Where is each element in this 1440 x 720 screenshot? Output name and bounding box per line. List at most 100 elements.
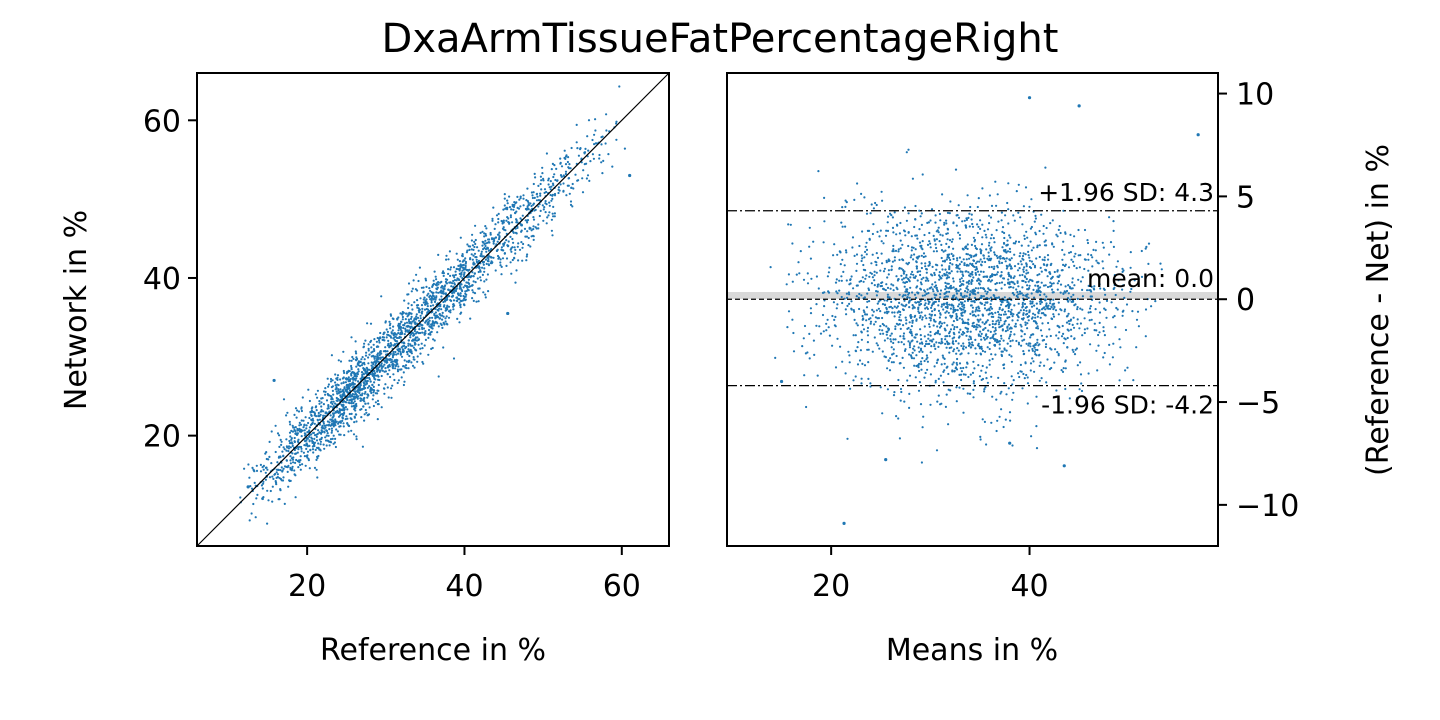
scatter-point	[548, 201, 551, 204]
scatter-point	[593, 143, 596, 146]
scatter-point	[500, 219, 503, 223]
scatter-point	[370, 391, 373, 395]
bland-altman-point	[1105, 316, 1108, 319]
scatter-point	[417, 343, 420, 346]
bland-altman-point	[1002, 241, 1006, 245]
bland-altman-point	[874, 316, 878, 319]
bland-altman-point	[1014, 322, 1017, 325]
scatter-point	[372, 404, 375, 408]
bland-altman-point	[979, 325, 982, 328]
bland-altman-point	[974, 244, 977, 248]
scatter-point	[541, 166, 544, 169]
scatter-point	[380, 362, 383, 365]
scatter-point	[392, 333, 395, 336]
scatter-point	[266, 522, 269, 525]
bland-altman-point	[1043, 256, 1046, 259]
bland-altman-point	[894, 338, 897, 341]
bland-altman-point	[1026, 382, 1030, 385]
bland-altman-point	[977, 333, 980, 336]
scatter-point	[600, 136, 603, 139]
bland-altman-point	[1000, 301, 1004, 304]
bland-altman-point	[949, 262, 952, 265]
bland-altman-point	[846, 296, 849, 299]
scatter-point	[493, 227, 496, 230]
bland-altman-point	[959, 373, 963, 376]
bland-altman-point	[875, 203, 878, 207]
bland-altman-point	[950, 252, 953, 255]
scatter-point	[355, 365, 358, 368]
bland-altman-point	[1008, 411, 1012, 414]
bland-altman-point	[920, 363, 923, 366]
bland-altman-point	[962, 366, 965, 370]
bland-altman-point	[899, 310, 902, 314]
bland-altman-point	[948, 265, 951, 268]
bland-altman-point	[999, 392, 1002, 395]
bland-altman-point	[908, 331, 912, 334]
scatter-point	[362, 373, 365, 376]
bland-altman-point	[957, 289, 961, 292]
scatter-point	[334, 402, 337, 405]
scatter-point	[459, 306, 462, 309]
bland-altman-point	[1031, 357, 1034, 360]
scatter-point	[405, 367, 408, 370]
bland-altman-point	[1022, 309, 1025, 312]
bland-altman-point	[1005, 267, 1009, 270]
bland-altman-point	[858, 307, 861, 311]
scatter-point	[355, 413, 358, 416]
bland-altman-point	[831, 314, 834, 318]
bland-altman-point	[895, 286, 898, 289]
bland-altman-point	[816, 374, 819, 377]
scatter-point	[363, 400, 366, 403]
bland-altman-point	[1028, 284, 1031, 287]
bland-altman-point	[1032, 246, 1035, 249]
bland-altman-point	[881, 350, 884, 353]
bland-altman-point	[975, 328, 978, 331]
scatter-point	[462, 275, 465, 278]
bland-altman-point	[883, 299, 886, 302]
scatter-point	[390, 343, 393, 346]
bland-altman-point	[985, 377, 988, 380]
scatter-point	[494, 269, 497, 272]
bland-altman-point	[883, 324, 886, 327]
bland-altman-point	[874, 201, 877, 205]
scatter-point	[485, 278, 488, 281]
bland-altman-point	[1102, 356, 1105, 359]
bland-altman-point	[922, 276, 925, 279]
bland-altman-point	[936, 358, 940, 361]
bland-altman-point	[942, 308, 945, 311]
bland-altman-point	[1028, 287, 1031, 290]
scatter-point	[364, 408, 367, 412]
bland-altman-point	[981, 187, 984, 190]
scatter-point	[372, 394, 375, 397]
scatter-point	[329, 438, 333, 441]
scatter-point	[594, 142, 597, 145]
bland-altman-point	[1105, 299, 1109, 302]
bland-altman-point	[1032, 288, 1035, 291]
bland-altman-point	[941, 354, 944, 357]
bland-altman-point	[1079, 307, 1082, 310]
bland-altman-point	[884, 234, 888, 237]
bland-altman-point	[817, 287, 820, 290]
scatter-point	[452, 279, 455, 283]
scatter-point	[510, 221, 514, 224]
bland-altman-point	[1053, 306, 1056, 309]
bland-altman-point	[986, 228, 990, 231]
scatter-point	[471, 271, 474, 274]
scatter-point	[389, 358, 392, 361]
scatter-point	[454, 270, 457, 273]
bland-altman-point	[860, 294, 863, 297]
bland-altman-point	[1076, 308, 1079, 311]
bland-altman-point	[1021, 301, 1024, 304]
bland-altman-point	[1034, 214, 1037, 217]
scatter-point	[332, 393, 335, 396]
bland-altman-point	[836, 337, 839, 340]
bland-altman-point	[1112, 342, 1115, 345]
bland-altman-point	[1036, 325, 1039, 328]
scatter-point	[274, 472, 277, 476]
scatter-point	[329, 401, 333, 404]
bland-altman-point	[947, 372, 950, 376]
bland-altman-point	[1035, 395, 1038, 398]
bland-altman-point	[823, 299, 826, 302]
bland-altman-point	[1091, 256, 1094, 259]
scatter-point	[281, 450, 284, 453]
